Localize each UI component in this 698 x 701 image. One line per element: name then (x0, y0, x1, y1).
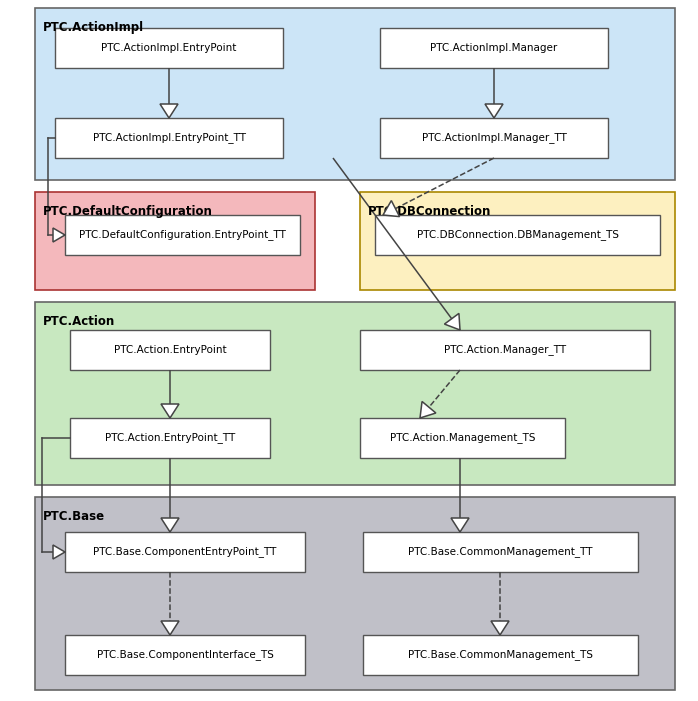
Text: PTC.Base.ComponentInterface_TS: PTC.Base.ComponentInterface_TS (96, 650, 274, 660)
Bar (55, 118, 283, 158)
Text: PTC.Base.ComponentEntryPoint_TT: PTC.Base.ComponentEntryPoint_TT (94, 547, 276, 557)
Polygon shape (420, 402, 436, 418)
Text: PTC.Action.EntryPoint: PTC.Action.EntryPoint (114, 345, 226, 355)
Polygon shape (53, 545, 65, 559)
Bar (35, 192, 315, 290)
Text: PTC.ActionImpl: PTC.ActionImpl (43, 21, 144, 34)
Bar (70, 418, 270, 458)
Text: PTC.Base: PTC.Base (43, 510, 105, 523)
Bar (380, 118, 608, 158)
Polygon shape (491, 621, 509, 635)
Bar (375, 215, 660, 255)
Polygon shape (160, 104, 178, 118)
Bar (65, 532, 305, 572)
Bar (35, 497, 675, 690)
Bar (35, 8, 675, 180)
Text: PTC.Action.EntryPoint_TT: PTC.Action.EntryPoint_TT (105, 433, 235, 444)
Polygon shape (451, 518, 469, 532)
Polygon shape (445, 313, 460, 330)
Bar (360, 330, 650, 370)
Polygon shape (383, 200, 399, 217)
Text: PTC.DefaultConfiguration: PTC.DefaultConfiguration (43, 205, 213, 218)
Polygon shape (161, 518, 179, 532)
Polygon shape (161, 621, 179, 635)
Bar (65, 215, 300, 255)
Bar (380, 28, 608, 68)
Text: PTC.DefaultConfiguration.EntryPoint_TT: PTC.DefaultConfiguration.EntryPoint_TT (79, 229, 286, 240)
Bar (35, 302, 675, 485)
Text: PTC.Action.Management_TS: PTC.Action.Management_TS (389, 433, 535, 444)
Text: PTC.DBConnection.DBManagement_TS: PTC.DBConnection.DBManagement_TS (417, 229, 618, 240)
Text: PTC.Base.CommonManagement_TT: PTC.Base.CommonManagement_TT (408, 547, 593, 557)
Polygon shape (485, 104, 503, 118)
Text: PTC.Base.CommonManagement_TS: PTC.Base.CommonManagement_TS (408, 650, 593, 660)
Text: PTC.Action: PTC.Action (43, 315, 115, 328)
Text: PTC.ActionImpl.Manager: PTC.ActionImpl.Manager (431, 43, 558, 53)
Text: PTC.Action.Manager_TT: PTC.Action.Manager_TT (444, 345, 566, 355)
Bar (65, 635, 305, 675)
Polygon shape (53, 228, 65, 242)
Bar (360, 192, 675, 290)
Text: PTC.ActionImpl.Manager_TT: PTC.ActionImpl.Manager_TT (422, 132, 567, 144)
Bar (363, 532, 638, 572)
Bar (363, 635, 638, 675)
Text: PTC.ActionImpl.EntryPoint_TT: PTC.ActionImpl.EntryPoint_TT (93, 132, 246, 144)
Bar (360, 418, 565, 458)
Bar (70, 330, 270, 370)
Polygon shape (161, 404, 179, 418)
Text: PTC.DBConnection: PTC.DBConnection (368, 205, 491, 218)
Text: PTC.ActionImpl.EntryPoint: PTC.ActionImpl.EntryPoint (101, 43, 237, 53)
Bar (55, 28, 283, 68)
